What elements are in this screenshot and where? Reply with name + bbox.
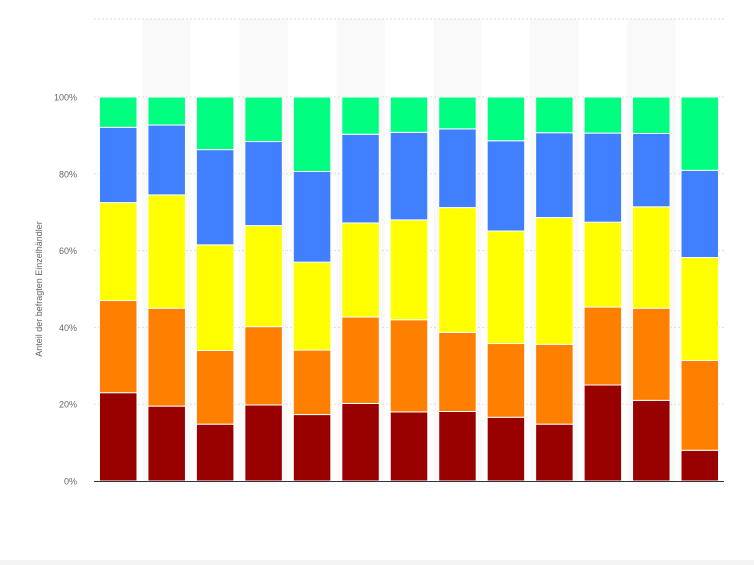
bar-segment <box>244 225 283 328</box>
bar-segment <box>438 128 477 209</box>
bar-segment <box>98 126 138 204</box>
bar-segment <box>389 411 429 482</box>
bar-segment <box>195 149 235 246</box>
bar-segment <box>632 399 671 482</box>
bar-segment <box>244 326 283 406</box>
bar-segment <box>292 414 332 482</box>
bar-segment <box>389 319 429 413</box>
bar-segment <box>632 307 671 401</box>
bar-segment <box>98 202 138 302</box>
bar-segment <box>438 207 477 333</box>
bar-segment <box>98 300 138 394</box>
bar-segment <box>244 141 283 227</box>
y-tick-label: 80% <box>59 169 77 179</box>
bar-segment <box>389 96 429 133</box>
bar-segment <box>98 96 138 128</box>
bars <box>98 96 720 482</box>
bar-segment <box>632 206 671 309</box>
bar-segment <box>195 349 235 425</box>
y-tick-label: 40% <box>59 323 77 333</box>
y-tick-label: 100% <box>54 93 77 103</box>
bar-segment <box>292 170 332 263</box>
y-axis-ticks: 0% 20% 40% 60% 80% 100% <box>54 93 77 487</box>
bar-segment <box>486 343 526 418</box>
bar-segment <box>195 244 235 351</box>
bar-segment <box>341 133 380 224</box>
bar-segment <box>389 219 429 321</box>
bar-segment <box>147 194 186 309</box>
bar-segment <box>195 96 235 151</box>
bar-segment <box>486 96 526 142</box>
bar-segment <box>244 96 283 143</box>
bar-segment <box>292 349 332 416</box>
bar-segment <box>680 169 720 259</box>
bar-segment <box>632 96 671 134</box>
bar-segment <box>195 423 235 482</box>
bar-segment <box>147 307 186 407</box>
bar-segment <box>680 359 720 451</box>
bar-segment <box>438 410 477 482</box>
bar-segment <box>147 124 186 196</box>
y-axis-label: Anteil der befragten Einzelhändler <box>34 221 44 357</box>
bar-segment <box>98 392 138 482</box>
bar-segment <box>389 131 429 221</box>
bar-segment <box>341 402 380 482</box>
bar-segment <box>341 316 380 404</box>
bar-segment <box>680 257 720 361</box>
bar-segment <box>486 230 526 345</box>
bar-segment <box>486 140 526 232</box>
bar-segment <box>486 416 526 482</box>
bar-segment <box>583 306 623 386</box>
bar-segment <box>583 132 623 223</box>
bar-segment <box>535 343 574 425</box>
bar-segment <box>535 96 574 134</box>
bar-segment <box>341 222 380 318</box>
bar-segment <box>680 96 720 171</box>
bar-segment <box>535 217 574 345</box>
bar-segment <box>583 96 623 134</box>
y-tick-label: 0% <box>64 477 77 487</box>
bar-segment <box>147 405 186 482</box>
bar-segment <box>341 96 380 135</box>
bar-segment <box>244 404 283 482</box>
bar-segment <box>632 132 671 208</box>
bar-segment <box>535 423 574 482</box>
bar-segment <box>292 261 332 351</box>
bar-segment <box>438 96 477 130</box>
bar-segment <box>292 96 332 172</box>
bar-segment <box>583 221 623 308</box>
bar-segment <box>438 331 477 412</box>
bar-segment <box>583 384 623 482</box>
bar-segment <box>535 132 574 219</box>
bar-segment <box>680 449 720 482</box>
y-tick-label: 20% <box>59 400 77 410</box>
y-tick-label: 60% <box>59 246 77 256</box>
bar-segment <box>147 96 186 126</box>
